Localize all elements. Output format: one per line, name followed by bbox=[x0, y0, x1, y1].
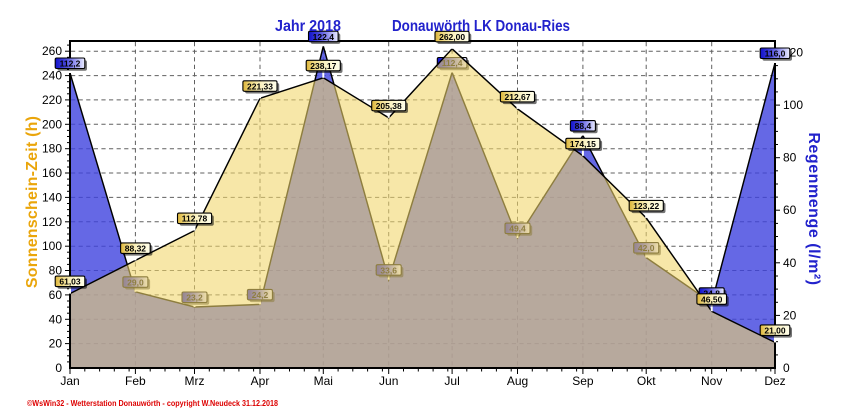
svg-text:©WsWin32 - Wetterstation Don: ©WsWin32 - Wetterstation Donauwörth - co… bbox=[27, 399, 278, 408]
svg-text:212,67: 212,67 bbox=[505, 92, 531, 102]
svg-text:100: 100 bbox=[783, 98, 803, 112]
svg-text:Jahr 2018: Jahr 2018 bbox=[275, 18, 341, 35]
svg-text:0: 0 bbox=[783, 361, 790, 375]
svg-text:40: 40 bbox=[783, 256, 797, 270]
svg-text:46,50: 46,50 bbox=[701, 294, 723, 304]
svg-text:100: 100 bbox=[42, 239, 62, 253]
svg-text:88,32: 88,32 bbox=[125, 244, 147, 254]
svg-text:Mrz: Mrz bbox=[185, 374, 205, 388]
svg-text:160: 160 bbox=[42, 166, 62, 180]
svg-text:60: 60 bbox=[783, 203, 797, 217]
svg-text:112,78: 112,78 bbox=[182, 214, 208, 224]
svg-text:80: 80 bbox=[783, 151, 797, 165]
svg-text:Regenmenge (l/m²): Regenmenge (l/m²) bbox=[805, 132, 822, 285]
svg-text:Apr: Apr bbox=[251, 374, 270, 388]
svg-text:80: 80 bbox=[49, 264, 63, 278]
svg-text:20: 20 bbox=[783, 308, 797, 322]
svg-text:0: 0 bbox=[55, 361, 62, 375]
svg-text:205,38: 205,38 bbox=[376, 101, 402, 111]
svg-text:Sep: Sep bbox=[572, 374, 594, 388]
svg-text:Aug: Aug bbox=[507, 374, 528, 388]
svg-text:Nov: Nov bbox=[701, 374, 722, 388]
svg-text:112,2: 112,2 bbox=[60, 59, 81, 69]
svg-text:Jan: Jan bbox=[60, 374, 79, 388]
svg-text:60: 60 bbox=[49, 288, 63, 302]
svg-text:Donauwörth LK Donau-Ries: Donauwörth LK Donau-Ries bbox=[392, 18, 570, 35]
svg-text:Mai: Mai bbox=[314, 374, 333, 388]
svg-text:260: 260 bbox=[42, 44, 62, 58]
svg-text:221,33: 221,33 bbox=[247, 81, 273, 91]
svg-text:Sonnenschein-Zeit (h): Sonnenschein-Zeit (h) bbox=[24, 116, 41, 288]
svg-text:120: 120 bbox=[42, 215, 62, 229]
svg-text:140: 140 bbox=[42, 190, 62, 204]
svg-text:123,22: 123,22 bbox=[633, 201, 659, 211]
svg-text:Jun: Jun bbox=[379, 374, 398, 388]
svg-text:Feb: Feb bbox=[125, 374, 146, 388]
svg-text:200: 200 bbox=[42, 117, 62, 131]
svg-text:180: 180 bbox=[42, 142, 62, 156]
svg-text:238,17: 238,17 bbox=[310, 61, 336, 71]
svg-text:40: 40 bbox=[49, 312, 63, 326]
svg-text:21,00: 21,00 bbox=[764, 326, 786, 336]
svg-text:20: 20 bbox=[49, 337, 63, 351]
svg-text:Okt: Okt bbox=[637, 374, 656, 388]
svg-text:220: 220 bbox=[42, 93, 62, 107]
svg-text:Dez: Dez bbox=[764, 374, 785, 388]
svg-text:174,15: 174,15 bbox=[570, 139, 596, 149]
svg-text:240: 240 bbox=[42, 69, 62, 83]
svg-text:61,03: 61,03 bbox=[59, 277, 81, 287]
svg-text:116,0: 116,0 bbox=[765, 49, 786, 59]
svg-text:Jul: Jul bbox=[444, 374, 459, 388]
svg-text:122,4: 122,4 bbox=[313, 32, 335, 42]
svg-text:262,00: 262,00 bbox=[439, 32, 465, 42]
svg-text:88,4: 88,4 bbox=[575, 121, 592, 131]
